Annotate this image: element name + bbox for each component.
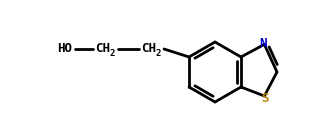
- Text: S: S: [262, 92, 269, 104]
- Text: HO: HO: [57, 42, 72, 56]
- Text: CH: CH: [95, 42, 110, 56]
- Text: 2: 2: [109, 48, 114, 58]
- Text: CH: CH: [141, 42, 156, 56]
- Text: N: N: [260, 37, 267, 50]
- Text: 2: 2: [155, 48, 161, 58]
